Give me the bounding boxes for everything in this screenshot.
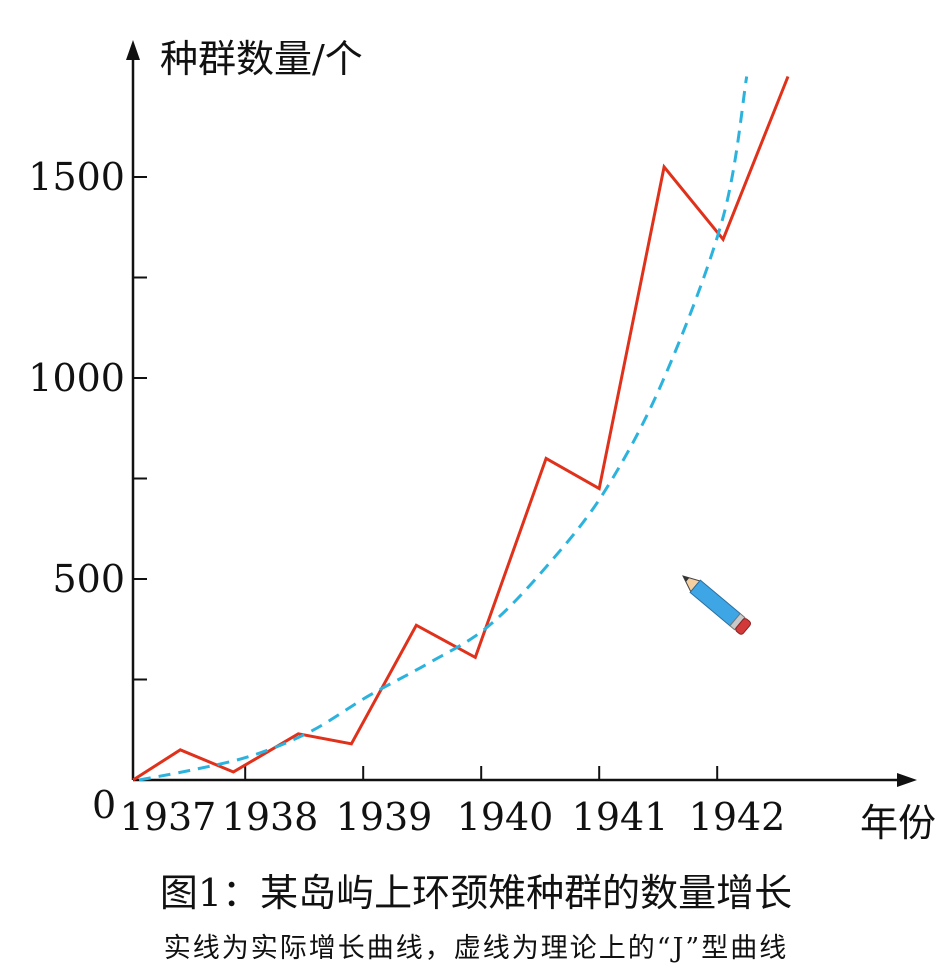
y-tick-label: 500 [52,557,125,601]
pencil-icon [682,575,751,635]
x-tick-label: 1942 [689,795,786,839]
x-tick-label: 1940 [457,795,554,839]
ticks [133,176,719,780]
series-actual-line [132,75,790,782]
series-theoretical-line [138,76,749,782]
figure-caption: 图1：某岛屿上环颈雉种群的数量增长 [159,871,793,915]
figure-subcaption: 实线为实际增长曲线，虚线为理论上的“J”型曲线 [163,933,789,964]
chart: 种群数量/个 年份 0 500 1000 1500 1937 1938 1939 1940 1… [28,37,936,845]
y-tick-label: 1000 [28,356,125,400]
y-axis-arrow [126,40,140,60]
y-tick-label: 1500 [28,155,125,199]
x-tick-label: 1939 [336,795,433,839]
x-tick-label: 1937 [120,795,217,839]
series-layer [132,75,790,782]
x-tick-label: 1941 [572,795,669,839]
origin-label: 0 [92,783,116,827]
x-axis-arrow [897,773,917,787]
x-tick-label: 1938 [222,795,319,839]
labels: 种群数量/个 年份 0 500 1000 1500 1937 1938 1939 1940 1… [28,37,936,845]
y-axis-title: 种群数量/个 [160,37,363,81]
x-axis-title: 年份 [860,801,936,845]
